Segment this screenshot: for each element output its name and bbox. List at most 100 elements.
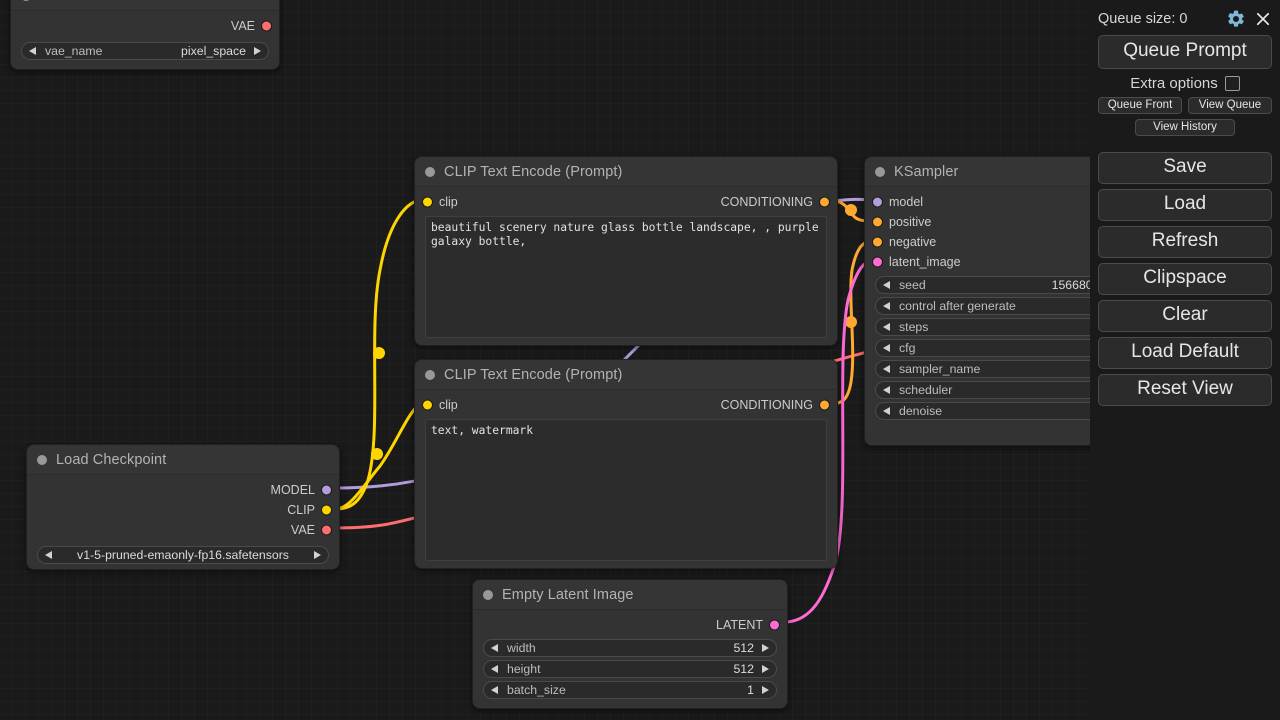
- chevron-right-icon[interactable]: [314, 551, 321, 559]
- output-slot-model[interactable]: MODEL: [27, 480, 339, 500]
- node-clip-text-encode-positive[interactable]: CLIP Text Encode (Prompt) clip CONDITION…: [414, 156, 838, 346]
- input-dot-positive[interactable]: [873, 217, 882, 227]
- node-clip-text-encode-negative[interactable]: CLIP Text Encode (Prompt) clip CONDITION…: [414, 359, 838, 569]
- refresh-button[interactable]: Refresh: [1098, 226, 1272, 258]
- queue-prompt-button[interactable]: Queue Prompt: [1098, 35, 1272, 69]
- output-slot-clip[interactable]: CLIP: [27, 500, 339, 520]
- widget-label: control after generate: [899, 299, 1016, 313]
- widget-steps[interactable]: steps: [875, 318, 1143, 336]
- load-default-button[interactable]: Load Default: [1098, 337, 1272, 369]
- queue-front-button[interactable]: Queue Front: [1098, 97, 1182, 114]
- prompt-textarea[interactable]: text, watermark: [425, 419, 827, 561]
- widget-height[interactable]: height 512: [483, 660, 777, 678]
- node-header[interactable]: CLIP Text Encode (Prompt): [415, 360, 837, 390]
- reset-view-button[interactable]: Reset View: [1098, 374, 1272, 406]
- widget-label: vae_name: [45, 44, 103, 58]
- input-slot-clip[interactable]: clip: [415, 192, 626, 212]
- widget-ckpt-name[interactable]: v1-5-pruned-emaonly-fp16.safetensors: [37, 546, 329, 564]
- chevron-left-icon[interactable]: [491, 665, 498, 673]
- node-vae-loader[interactable]: VAE vae_name pixel_space: [10, 0, 280, 70]
- chevron-left-icon[interactable]: [45, 551, 52, 559]
- input-dot-latent-image[interactable]: [873, 257, 882, 267]
- extra-options-checkbox[interactable]: [1224, 76, 1240, 91]
- input-slot-positive[interactable]: positive: [865, 212, 1153, 232]
- node-header[interactable]: Empty Latent Image: [473, 580, 787, 610]
- chevron-left-icon[interactable]: [883, 365, 890, 373]
- widget-cfg[interactable]: cfg: [875, 339, 1143, 357]
- widget-value: v1-5-pruned-emaonly-fp16.safetensors: [77, 548, 289, 562]
- output-label: LATENT: [716, 618, 763, 632]
- chevron-left-icon[interactable]: [491, 644, 498, 652]
- menu-top-row: Queue size: 0: [1098, 7, 1272, 31]
- gear-icon[interactable]: [1226, 9, 1246, 29]
- node-collapse-icon[interactable]: [37, 454, 47, 465]
- widget-denoise[interactable]: denoise: [875, 402, 1143, 420]
- load-button[interactable]: Load: [1098, 189, 1272, 221]
- node-collapse-icon[interactable]: [425, 166, 435, 177]
- output-dot-conditioning[interactable]: [820, 400, 829, 410]
- output-slot-conditioning[interactable]: CONDITIONING: [584, 192, 837, 212]
- view-history-button[interactable]: View History: [1135, 119, 1235, 136]
- node-header[interactable]: Load Checkpoint: [27, 445, 339, 475]
- output-slot-vae[interactable]: VAE: [27, 520, 339, 540]
- chevron-right-icon[interactable]: [762, 686, 769, 694]
- widget-scheduler[interactable]: scheduler: [875, 381, 1143, 399]
- node-collapse-icon[interactable]: [425, 369, 435, 380]
- widget-label: height: [507, 662, 541, 676]
- clear-button[interactable]: Clear: [1098, 300, 1272, 332]
- widget-label: cfg: [899, 341, 916, 355]
- node-collapse-icon[interactable]: [483, 589, 493, 600]
- node-header[interactable]: CLIP Text Encode (Prompt): [415, 157, 837, 187]
- chevron-right-icon[interactable]: [254, 47, 261, 55]
- output-slot-latent[interactable]: LATENT: [473, 615, 787, 635]
- output-dot-vae[interactable]: [262, 21, 271, 31]
- node-header[interactable]: [11, 0, 279, 11]
- chevron-left-icon[interactable]: [29, 47, 36, 55]
- widget-batch-size[interactable]: batch_size 1: [483, 681, 777, 699]
- node-load-checkpoint[interactable]: Load Checkpoint MODEL CLIP VAE v1-5-prun…: [26, 444, 340, 570]
- output-dot-model[interactable]: [322, 485, 331, 495]
- output-dot-latent[interactable]: [770, 620, 779, 630]
- chevron-left-icon[interactable]: [883, 281, 890, 289]
- node-collapse-icon[interactable]: [875, 166, 885, 177]
- chevron-left-icon[interactable]: [883, 407, 890, 415]
- node-title: CLIP Text Encode (Prompt): [444, 163, 623, 180]
- input-label: model: [889, 195, 924, 209]
- widget-value: 1: [747, 683, 754, 697]
- input-slot-model[interactable]: model: [865, 192, 1153, 212]
- output-slot-conditioning[interactable]: CONDITIONING: [584, 395, 837, 415]
- output-dot-conditioning[interactable]: [820, 197, 829, 207]
- input-dot-model[interactable]: [873, 197, 882, 207]
- node-collapse-icon[interactable]: [21, 0, 31, 1]
- node-empty-latent-image[interactable]: Empty Latent Image LATENT width 512 heig…: [472, 579, 788, 709]
- output-dot-vae[interactable]: [322, 525, 331, 535]
- view-queue-button[interactable]: View Queue: [1188, 97, 1272, 114]
- input-slot-clip[interactable]: clip: [415, 395, 626, 415]
- chevron-left-icon[interactable]: [883, 323, 890, 331]
- comfy-menu-panel: Queue size: 0 Queue Prompt Extra options…: [1090, 0, 1280, 720]
- widget-width[interactable]: width 512: [483, 639, 777, 657]
- clipspace-button[interactable]: Clipspace: [1098, 263, 1272, 295]
- chevron-left-icon[interactable]: [491, 686, 498, 694]
- output-dot-clip[interactable]: [322, 505, 331, 515]
- chevron-left-icon[interactable]: [883, 302, 890, 310]
- chevron-right-icon[interactable]: [762, 644, 769, 652]
- output-label: VAE: [230, 19, 255, 33]
- prompt-textarea[interactable]: beautiful scenery nature glass bottle la…: [425, 216, 827, 338]
- input-dot-negative[interactable]: [873, 237, 882, 247]
- widget-label: width: [507, 641, 536, 655]
- output-slot-vae[interactable]: VAE: [11, 16, 279, 36]
- input-slot-latent-image[interactable]: latent_image: [865, 252, 1153, 272]
- chevron-left-icon[interactable]: [883, 344, 890, 352]
- save-button[interactable]: Save: [1098, 152, 1272, 184]
- close-icon[interactable]: [1254, 10, 1272, 28]
- input-dot-clip[interactable]: [423, 400, 432, 410]
- input-dot-clip[interactable]: [423, 197, 432, 207]
- widget-vae-name[interactable]: vae_name pixel_space: [21, 42, 269, 60]
- input-slot-negative[interactable]: negative: [865, 232, 1153, 252]
- chevron-right-icon[interactable]: [762, 665, 769, 673]
- widget-label: sampler_name: [899, 362, 981, 376]
- chevron-left-icon[interactable]: [883, 386, 890, 394]
- output-label: CLIP: [287, 503, 315, 517]
- extra-options-label: Extra options: [1130, 75, 1218, 92]
